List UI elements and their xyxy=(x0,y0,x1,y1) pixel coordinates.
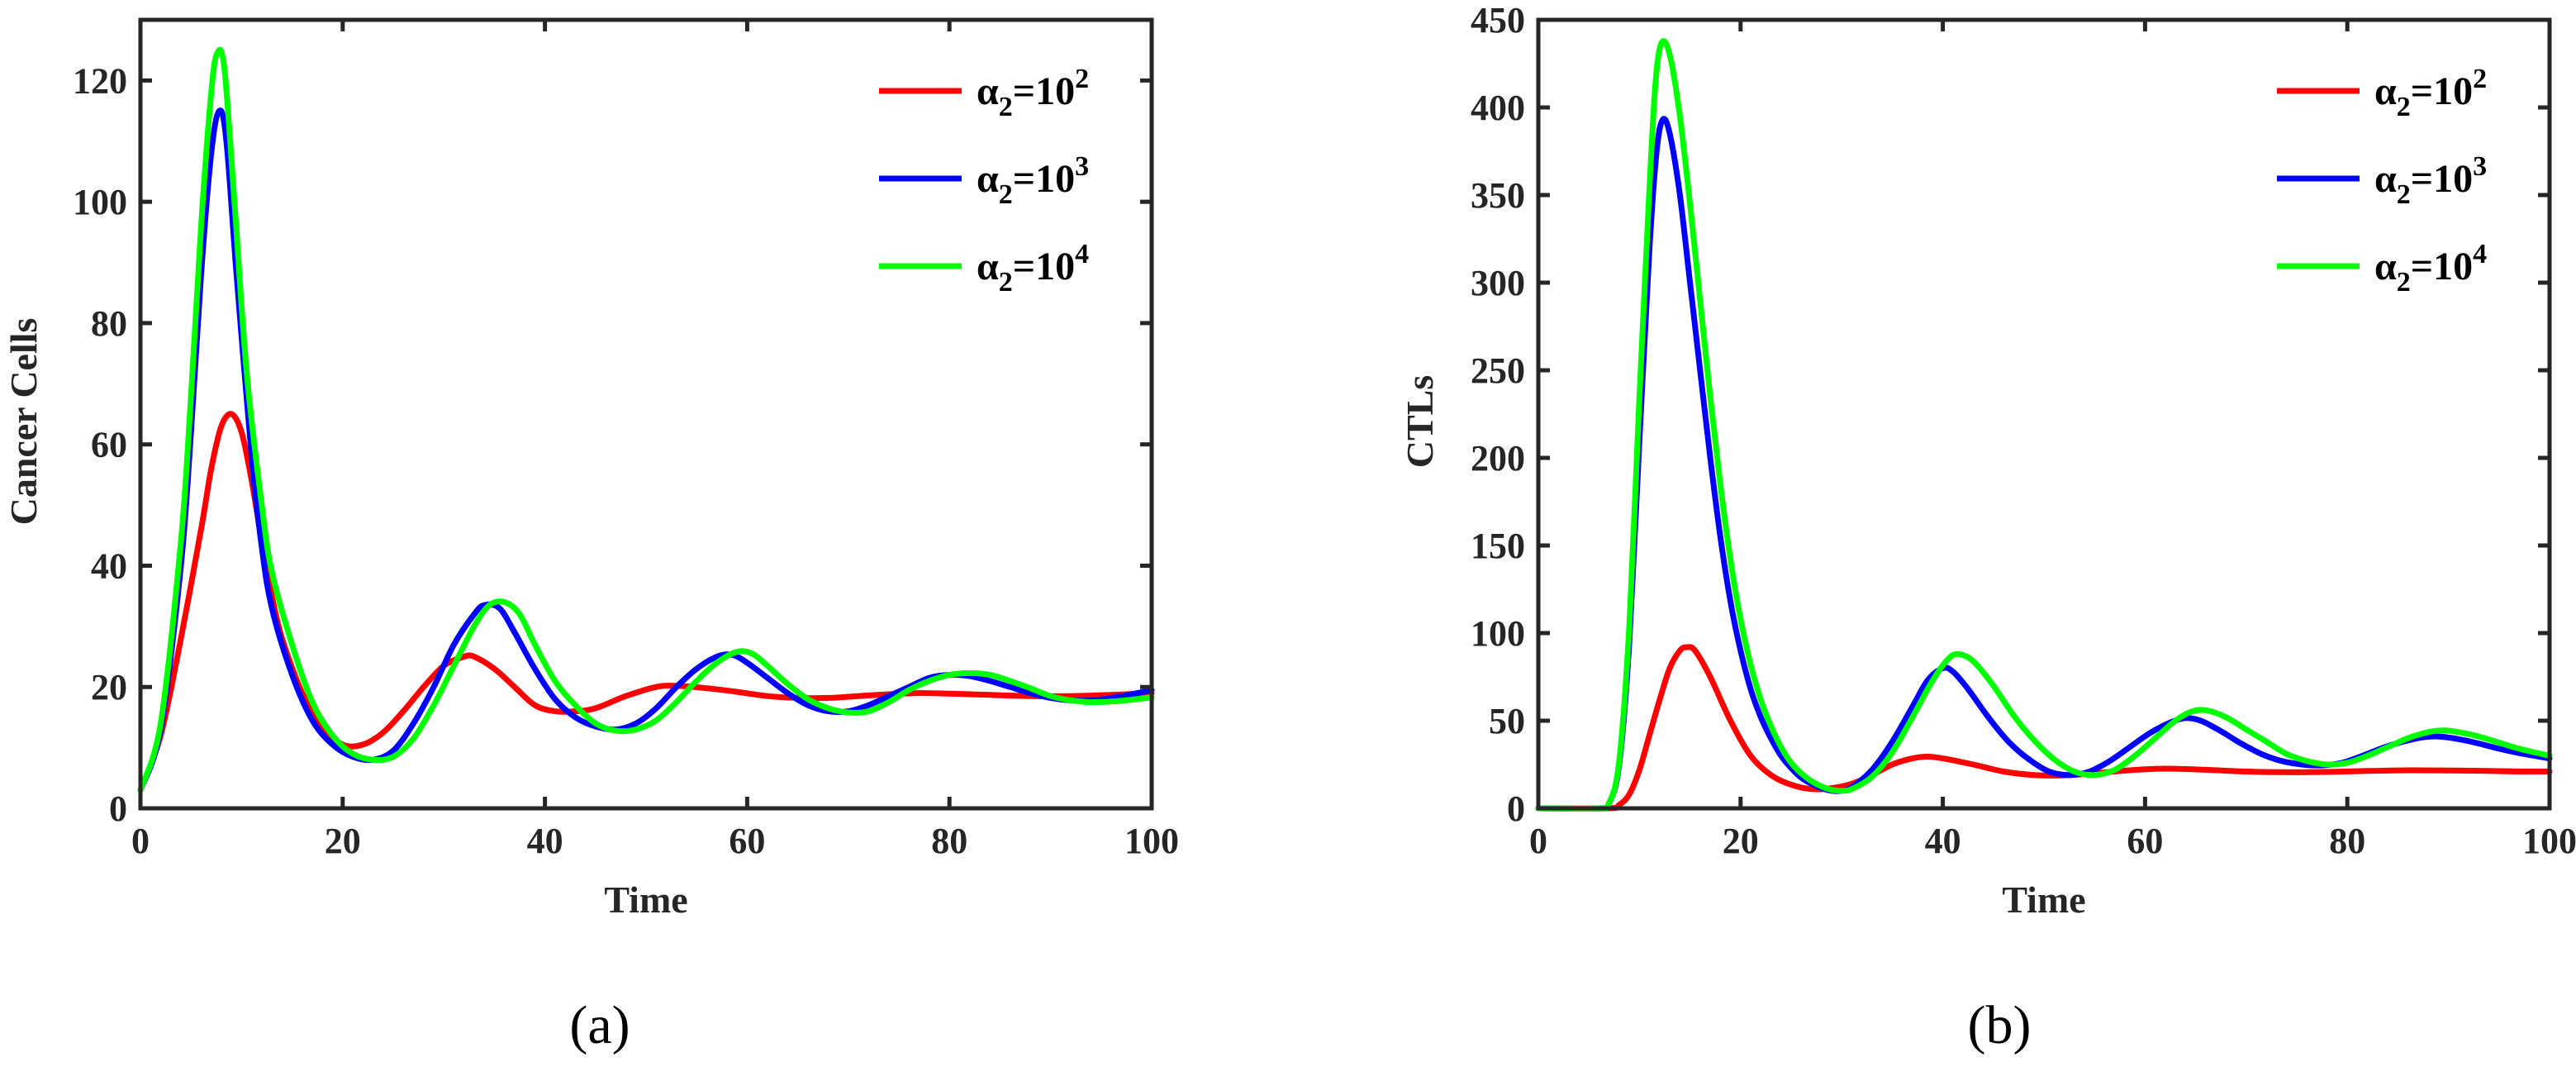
x-tick-label-a: 20 xyxy=(325,821,361,861)
series-line-a-2 xyxy=(137,46,1155,793)
series-group-b xyxy=(1535,38,2553,812)
x-tick-label-a: 0 xyxy=(131,821,150,861)
y-tick-label-b: 200 xyxy=(1471,438,1525,479)
y-axis-label-a: Cancer Cells xyxy=(2,318,45,526)
y-tick-label-a: 20 xyxy=(91,667,127,707)
series-line-a-0 xyxy=(137,411,1155,793)
y-tick-label-a: 100 xyxy=(73,182,127,222)
y-tick-label-b: 150 xyxy=(1471,526,1525,566)
y-tick-label-a: 60 xyxy=(91,425,127,465)
caption-a: (a) xyxy=(569,995,630,1055)
x-tick-label-b: 80 xyxy=(2329,821,2365,861)
y-tick-label-b: 300 xyxy=(1471,263,1525,303)
y-tick-label-b: 250 xyxy=(1471,350,1525,391)
legend-b: α2=102 α2=103 α2=104 xyxy=(2277,64,2487,298)
series-group-a xyxy=(137,46,1155,793)
axes-box-a xyxy=(138,17,1154,811)
legend-a: α2=102 α2=103 α2=104 xyxy=(879,64,1089,298)
legend-item-b-1: α2=103 xyxy=(2277,151,2487,210)
x-tick-label-b: 20 xyxy=(1723,821,1759,861)
axes-b: 0 20 40 60 80 100 0 50 100 150 200 250 300 350 400 450 xyxy=(1471,0,2576,861)
series-line-b-0 xyxy=(1535,644,2553,812)
legend-item-a-0: α2=102 xyxy=(879,64,1089,122)
x-axis-label-a: Time xyxy=(604,879,687,921)
y-axis-label-b: CTLs xyxy=(1399,375,1441,468)
axes-box-b xyxy=(1536,17,2552,811)
legend-item-b-2: α2=104 xyxy=(2277,239,2487,298)
x-tick-label-b: 100 xyxy=(2522,821,2576,861)
x-axis-label-b: Time xyxy=(2002,879,2085,921)
legend-item-b-0: α2=102 xyxy=(2277,64,2487,122)
y-tick-label-a: 40 xyxy=(91,545,127,586)
legend-label-a-0: α2=102 xyxy=(977,64,1089,122)
y-tick-label-a: 120 xyxy=(73,60,127,101)
legend-label-a-1: α2=103 xyxy=(977,151,1089,210)
chart-panel-a: 0 20 40 60 80 100 0 20 40 60 80 100 120 α2=102 α2=103… xyxy=(2,17,1179,1055)
x-tick-label-b: 40 xyxy=(1925,821,1961,861)
y-tick-label-a: 80 xyxy=(91,303,127,344)
x-tick-label-a: 80 xyxy=(931,821,967,861)
plot-area-b xyxy=(1538,20,2550,808)
y-tick-label-b: 0 xyxy=(1507,788,1525,829)
y-tick-label-b: 350 xyxy=(1471,175,1525,216)
x-tick-label-a: 40 xyxy=(527,821,563,861)
x-tick-label-a: 60 xyxy=(729,821,765,861)
chart-panel-b: 0 20 40 60 80 100050100150200250300350400450 … xyxy=(1399,0,2576,1055)
x-tick-label-a: 100 xyxy=(1124,821,1179,861)
y-tick-label-b: 400 xyxy=(1471,88,1525,128)
caption-b: (b) xyxy=(1968,995,2032,1055)
plot-background-b xyxy=(1538,20,2550,808)
legend-item-a-1: α2=103 xyxy=(879,151,1089,210)
y-tick-label-b: 100 xyxy=(1471,613,1525,654)
series-line-b-2 xyxy=(1535,38,2553,812)
y-tick-label-a: 0 xyxy=(109,788,127,829)
legend-item-a-2: α2=104 xyxy=(879,239,1089,298)
legend-label-a-2: α2=104 xyxy=(977,239,1089,298)
legend-label-b-1: α2=103 xyxy=(2374,151,2487,210)
legend-label-b-2: α2=104 xyxy=(2374,239,2487,298)
y-tick-label-b: 50 xyxy=(1489,701,1525,741)
axes-a: 0 20 40 60 80 100 0 20 40 60 80 100 120 xyxy=(73,17,1179,861)
x-tick-label-b: 0 xyxy=(1529,821,1547,861)
x-tick-label-b: 60 xyxy=(2127,821,2163,861)
y-tick-label-b: 450 xyxy=(1471,0,1525,40)
legend-label-b-0: α2=102 xyxy=(2374,64,2487,122)
